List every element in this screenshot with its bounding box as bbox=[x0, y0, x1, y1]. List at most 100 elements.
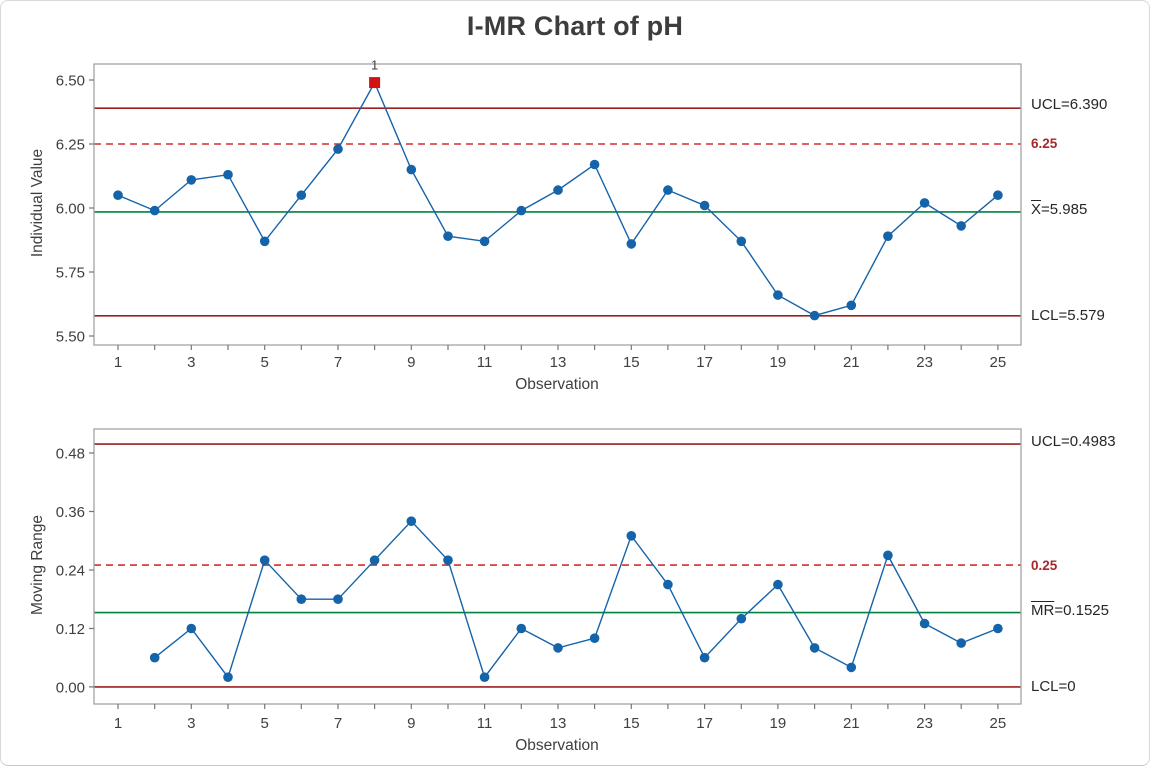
mrchart-x-tick-label: 13 bbox=[550, 715, 567, 732]
mrchart-point-24 bbox=[956, 638, 966, 648]
ichart-frame bbox=[93, 63, 1022, 346]
ichart-point-16 bbox=[663, 185, 673, 195]
ichart-out-of-control-point-8 bbox=[369, 77, 381, 89]
mrchart-x-tick-label: 19 bbox=[770, 715, 787, 732]
ichart-point-10 bbox=[443, 231, 453, 241]
ichart-ref-label: 6.25 bbox=[1031, 136, 1058, 151]
ichart-point-14 bbox=[589, 159, 600, 170]
mrchart-x-tick-label: 5 bbox=[261, 715, 269, 732]
mrchart-point-8 bbox=[369, 555, 380, 565]
mrchart-y-tick-label: 0.24 bbox=[56, 563, 85, 580]
ichart-point-7 bbox=[333, 144, 343, 154]
ichart-lcl-label: LCL=5.579 bbox=[1031, 307, 1105, 324]
ichart-point-5 bbox=[259, 236, 270, 247]
mrchart-point-10 bbox=[443, 555, 453, 565]
mrchart-point-22 bbox=[883, 550, 893, 561]
ichart-x-tick-label: 25 bbox=[990, 354, 1007, 371]
ichart-point-3 bbox=[186, 175, 197, 185]
mrchart-center-label-bar: MR bbox=[1031, 602, 1055, 619]
ichart-x-tick-label: 7 bbox=[334, 354, 342, 371]
ichart-point-21 bbox=[846, 300, 857, 311]
mrchart-point-12 bbox=[516, 623, 527, 634]
mrchart-y-tick-label: 0.12 bbox=[56, 621, 85, 638]
mrchart-x-tick-label: 23 bbox=[916, 715, 933, 732]
ichart-y-tick-label: 6.25 bbox=[56, 137, 85, 154]
mrchart-point-18 bbox=[736, 613, 747, 624]
ichart-x-tick-label: 3 bbox=[187, 354, 195, 371]
mrchart-point-20 bbox=[809, 643, 820, 653]
mrchart-series-line bbox=[154, 520, 999, 679]
mrchart-y-tick-label: 0.36 bbox=[56, 504, 85, 521]
mrchart-x-tick-label: 15 bbox=[623, 715, 640, 732]
mrchart-point-5 bbox=[259, 555, 270, 565]
ichart-point-20 bbox=[809, 310, 820, 321]
ichart-point-18 bbox=[736, 236, 747, 247]
mrchart-point-7 bbox=[333, 594, 343, 604]
ichart-x-tick-label: 15 bbox=[623, 354, 640, 371]
mrchart-point-16 bbox=[663, 579, 673, 590]
ichart-point-13 bbox=[553, 185, 563, 195]
ichart-point-6 bbox=[296, 190, 307, 200]
mrchart-center-label: MR=0.1525 bbox=[1031, 602, 1109, 619]
mrchart-x-tick-label: 9 bbox=[407, 715, 415, 732]
mrchart-point-11 bbox=[479, 672, 490, 682]
ichart-point-1 bbox=[113, 190, 123, 200]
ichart-point-12 bbox=[516, 205, 527, 216]
ichart-y-axis-label: Individual Value bbox=[29, 148, 46, 258]
mrchart-point-15 bbox=[626, 531, 637, 541]
mrchart-point-9 bbox=[406, 516, 417, 526]
ichart-x-tick-label: 9 bbox=[407, 354, 415, 371]
mrchart-ucl-label: UCL=0.4983 bbox=[1031, 433, 1116, 450]
ichart-y-tick-label: 5.50 bbox=[56, 329, 85, 346]
ichart-x-tick-label: 11 bbox=[477, 354, 493, 371]
ichart-point-9 bbox=[406, 164, 417, 175]
ichart-series-line bbox=[117, 80, 999, 317]
ichart-point-4 bbox=[223, 169, 233, 180]
ichart-center-label: X=5.985 bbox=[1031, 201, 1087, 218]
mrchart-point-4 bbox=[223, 672, 233, 682]
ichart-x-tick-label: 17 bbox=[696, 354, 713, 371]
mrchart-x-tick-label: 1 bbox=[114, 715, 122, 732]
ichart-x-tick-label: 1 bbox=[114, 354, 122, 371]
ichart-x-tick-label: 5 bbox=[261, 354, 269, 371]
ichart-point-11 bbox=[479, 236, 490, 247]
ichart-ucl-label: UCL=6.390 bbox=[1031, 96, 1108, 113]
mrchart-x-tick-label: 11 bbox=[477, 715, 493, 732]
mrchart-point-23 bbox=[919, 618, 930, 629]
ichart-point-15 bbox=[626, 239, 637, 249]
ichart-y-tick-label: 6.00 bbox=[56, 201, 85, 218]
mrchart-x-tick-label: 7 bbox=[334, 715, 342, 732]
mrchart-point-13 bbox=[553, 643, 563, 653]
mrchart-point-19 bbox=[773, 579, 783, 590]
ichart-point-25 bbox=[993, 190, 1003, 200]
ichart-x-tick-label: 23 bbox=[916, 354, 933, 371]
ichart-point-2 bbox=[149, 205, 160, 216]
mrchart-center-label-rest: =0.1525 bbox=[1054, 602, 1109, 619]
ichart-point-22 bbox=[883, 231, 893, 241]
ichart-y-tick-label: 5.75 bbox=[56, 265, 85, 282]
mrchart-point-21 bbox=[846, 662, 857, 673]
mrchart-x-tick-label: 17 bbox=[696, 715, 713, 732]
ichart-ooc-flag-label: 1 bbox=[371, 58, 378, 73]
mrchart-y-tick-label: 0.48 bbox=[56, 446, 85, 463]
mrchart-point-25 bbox=[993, 623, 1003, 634]
ichart-y-tick-label: 6.50 bbox=[56, 73, 85, 90]
ichart-point-19 bbox=[773, 290, 783, 300]
mrchart-lcl-label: LCL=0 bbox=[1031, 678, 1076, 695]
ichart-x-tick-label: 19 bbox=[770, 354, 787, 371]
mrchart-point-6 bbox=[296, 594, 307, 604]
mrchart-y-axis-label: Moving Range bbox=[29, 515, 46, 615]
mrchart-point-17 bbox=[699, 652, 710, 663]
ichart-x-axis-label: Observation bbox=[515, 376, 599, 393]
mrchart-x-axis-label: Observation bbox=[515, 737, 599, 754]
ichart-center-label-rest: =5.985 bbox=[1041, 201, 1088, 218]
chart-title: I-MR Chart of pH bbox=[466, 11, 684, 41]
mrchart-ref-label: 0.25 bbox=[1031, 558, 1058, 573]
mrchart-x-tick-label: 3 bbox=[187, 715, 195, 732]
ichart-x-tick-label: 21 bbox=[843, 354, 860, 371]
mrchart-x-tick-label: 25 bbox=[990, 715, 1007, 732]
mrchart-y-tick-label: 0.00 bbox=[56, 679, 85, 696]
ichart-x-tick-label: 13 bbox=[550, 354, 567, 371]
